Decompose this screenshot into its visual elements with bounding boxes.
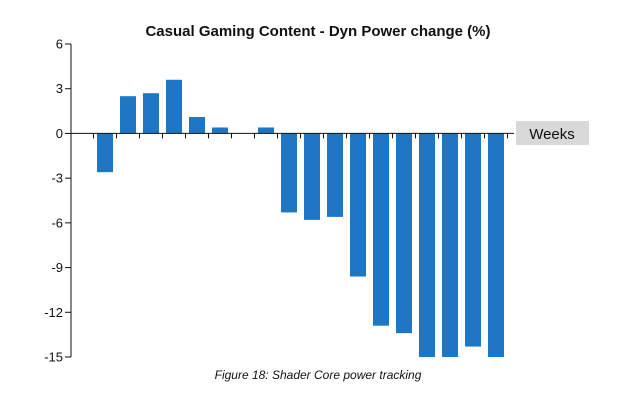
y-tick-label: 0 — [56, 126, 63, 141]
bar — [442, 133, 458, 357]
bar — [212, 127, 228, 134]
bar — [419, 133, 435, 357]
bar — [258, 127, 274, 134]
y-tick-label: -12 — [44, 305, 63, 320]
x-axis-label: Weeks — [529, 126, 575, 143]
bar — [350, 133, 366, 277]
bar — [97, 133, 113, 173]
y-axis: 6 3 0 -3 -6 -9 -12 -15 — [44, 37, 72, 365]
bar — [281, 133, 297, 213]
bar — [488, 133, 504, 357]
bar — [143, 93, 159, 134]
bar — [396, 133, 412, 334]
y-tick-label: -6 — [51, 215, 63, 230]
bar — [189, 117, 205, 134]
y-tick-label: 3 — [56, 81, 63, 96]
x-axis — [71, 132, 514, 139]
weeks-label-box — [516, 121, 589, 145]
figure-caption: Figure 18: Shader Core power tracking — [215, 368, 422, 382]
bar — [120, 96, 136, 134]
bar — [373, 133, 389, 326]
y-tick-label: -9 — [51, 260, 63, 275]
bar — [304, 133, 320, 220]
y-tick-label: 6 — [56, 37, 63, 52]
y-tick-label: -15 — [44, 350, 63, 365]
bars-group — [97, 79, 504, 357]
bar — [327, 133, 343, 217]
bar — [166, 79, 182, 134]
chart-title: Casual Gaming Content - Dyn Power change… — [145, 23, 490, 40]
y-tick-label: -3 — [51, 171, 63, 186]
bar — [465, 133, 481, 347]
